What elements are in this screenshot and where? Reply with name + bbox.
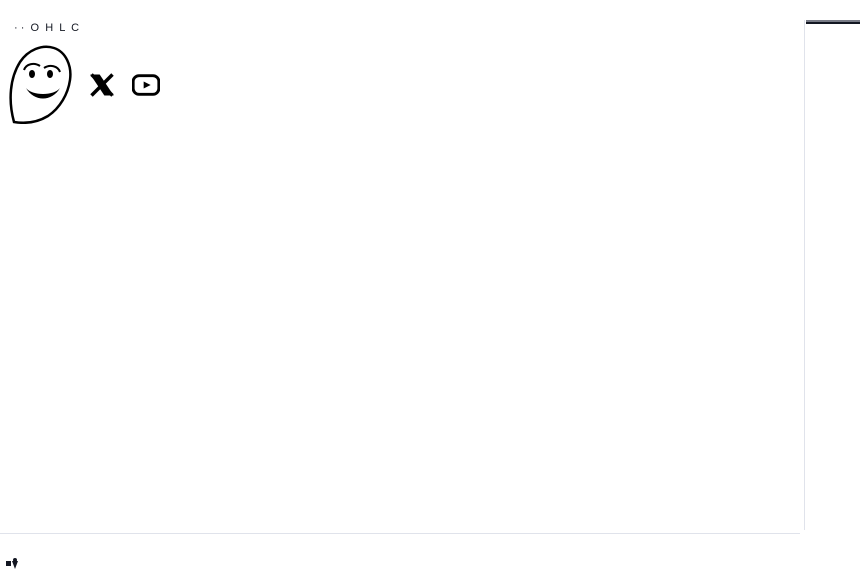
x-axis xyxy=(0,533,800,557)
y-axis xyxy=(804,20,860,530)
footer-brand xyxy=(6,557,22,569)
tradingview-icon xyxy=(6,557,18,569)
countdown-badge xyxy=(806,20,860,22)
chart-area[interactable] xyxy=(0,20,800,530)
